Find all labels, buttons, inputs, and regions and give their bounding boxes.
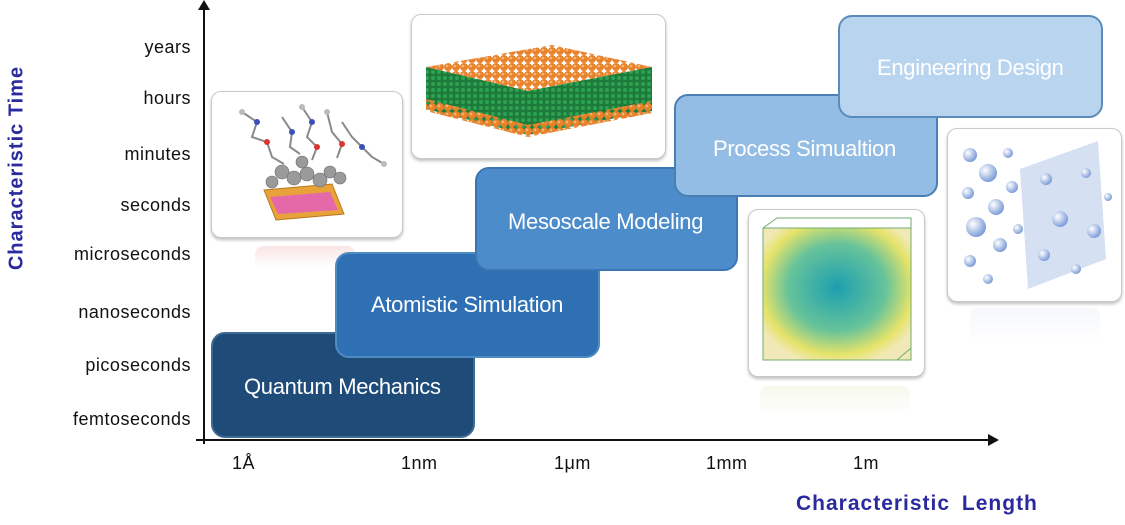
- time-label-microseconds: microseconds: [73, 244, 191, 264]
- membrane-illustration: [411, 14, 666, 159]
- time-label-femtoseconds: femtoseconds: [72, 409, 191, 429]
- y-axis-line: [203, 4, 205, 444]
- particle-flow-illustration: [947, 128, 1122, 302]
- time-label-seconds: seconds: [120, 195, 191, 215]
- x-axis-arrow-icon: [988, 434, 999, 446]
- mesoscale-reflection: [760, 386, 910, 416]
- x-axis-title: Characteristic Length: [796, 492, 1038, 515]
- length-label-um: 1μm: [554, 453, 591, 473]
- time-label-hours: hours: [143, 88, 191, 108]
- y-axis-arrow-icon: [198, 0, 210, 10]
- time-label-years: years: [144, 37, 191, 57]
- length-label-m: 1m: [853, 453, 880, 473]
- length-label-mm: 1mm: [706, 453, 748, 473]
- molecule-illustration: [211, 91, 403, 238]
- time-label-nanoseconds: nanoseconds: [78, 302, 191, 322]
- particle-reflection: [970, 308, 1100, 342]
- length-label-angstrom: 1Å: [232, 453, 256, 473]
- molecule-reflection: [255, 246, 355, 268]
- engineering-design-box: Engineering Design: [838, 15, 1103, 118]
- time-label-picoseconds: picoseconds: [85, 355, 191, 375]
- time-label-minutes: minutes: [124, 144, 191, 164]
- y-axis-title: Characteristic Time: [5, 65, 28, 271]
- length-label-nm: 1nm: [401, 453, 438, 473]
- mesoscale-volume-illustration: [748, 209, 925, 377]
- process-simulation-box: Process Simualtion: [674, 94, 938, 197]
- x-axis-line: [196, 439, 992, 441]
